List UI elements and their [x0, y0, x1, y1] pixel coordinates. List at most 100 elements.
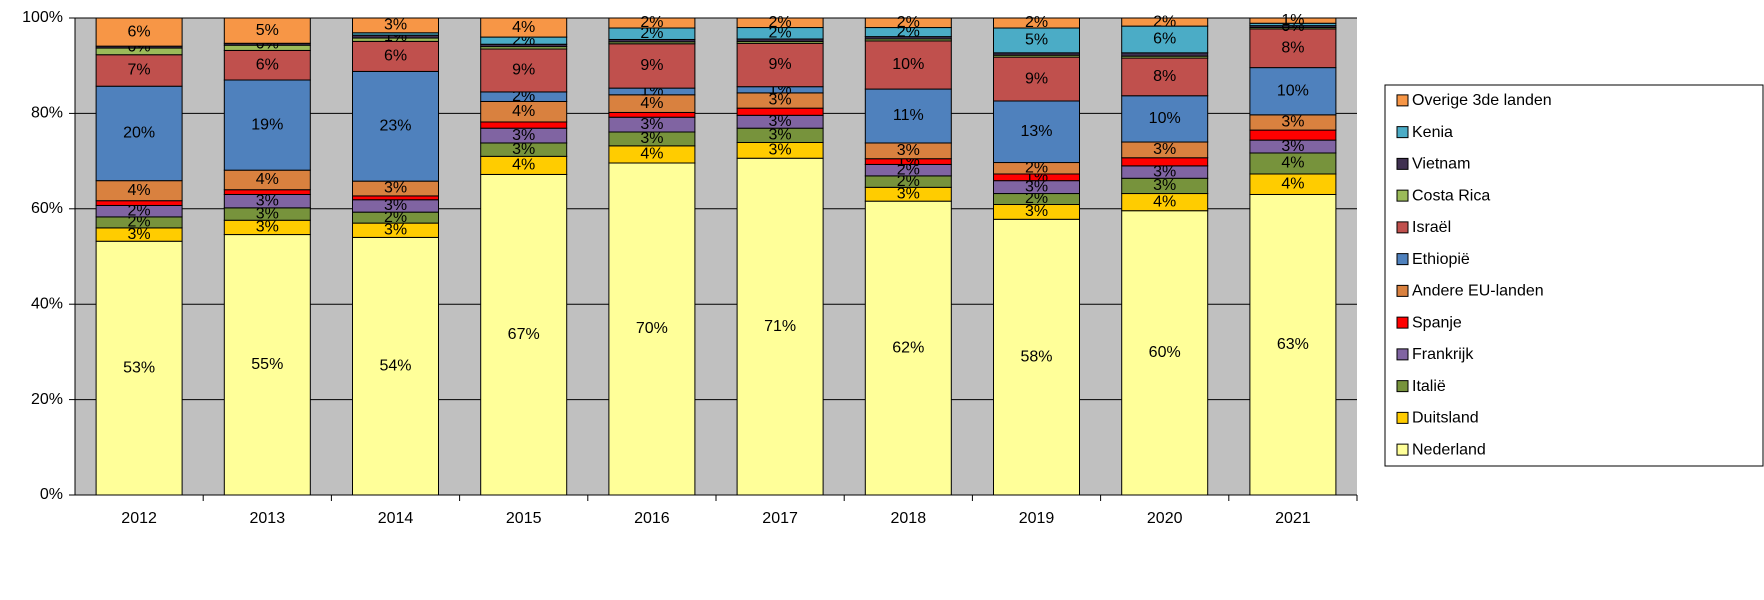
- bar-segment: [1249, 129, 1337, 141]
- x-tick-label: 2021: [1275, 510, 1311, 527]
- x-tick-label: 2017: [762, 510, 798, 527]
- data-label: 3%: [256, 192, 279, 209]
- bar-segment: [1121, 95, 1209, 143]
- data-label: 4%: [512, 103, 535, 120]
- bar-segment: [608, 111, 696, 118]
- legend-swatch: [1396, 221, 1409, 234]
- bar-segment: [608, 17, 696, 29]
- data-label: 5%: [1025, 32, 1048, 49]
- bar-segment: [480, 121, 568, 129]
- legend-label: Overige 3de landen: [1412, 92, 1552, 109]
- data-label: 55%: [251, 356, 283, 373]
- data-label: 4%: [128, 182, 151, 199]
- data-label: 4%: [512, 157, 535, 174]
- data-label: 3%: [512, 141, 535, 158]
- bar-segment: [1249, 67, 1337, 116]
- data-label: 2%: [1025, 14, 1048, 31]
- bar-segment: [1121, 25, 1209, 54]
- data-label: 3%: [384, 197, 407, 214]
- legend-swatch: [1396, 284, 1409, 297]
- data-label: 2%: [128, 202, 151, 219]
- data-label: 10%: [1149, 110, 1181, 127]
- legend-label: Duitsland: [1412, 410, 1479, 427]
- x-tick-label: 2014: [378, 510, 414, 527]
- bar-segment: [1121, 52, 1209, 57]
- data-label: 11%: [893, 107, 924, 124]
- data-label: 3%: [897, 142, 920, 159]
- bar-segment: [95, 54, 183, 87]
- data-label: 58%: [1020, 348, 1052, 365]
- bar-segment: [736, 42, 824, 88]
- bar-segment: [1121, 210, 1209, 496]
- data-label: 3%: [1153, 177, 1176, 194]
- data-label: 2%: [128, 214, 151, 231]
- legend-swatch: [1396, 411, 1409, 424]
- legend-label: Nederland: [1412, 441, 1486, 458]
- data-label: 54%: [379, 357, 411, 374]
- y-tick-label: 40%: [31, 295, 63, 312]
- y-tick-label: 60%: [31, 200, 63, 217]
- x-tick-label: 2019: [1019, 510, 1055, 527]
- data-label: 3%: [640, 130, 663, 147]
- bar-segment: [864, 88, 952, 144]
- data-label: 23%: [379, 117, 411, 134]
- data-label: 3%: [384, 221, 407, 238]
- bar-segment: [993, 17, 1080, 29]
- data-label: 2%: [384, 209, 407, 226]
- legend-box: [1384, 84, 1764, 467]
- data-label: 6%: [256, 56, 279, 73]
- bar-segment: [480, 48, 568, 93]
- data-label: 2%: [897, 173, 920, 190]
- data-label: 13%: [1020, 123, 1052, 140]
- legend-swatch: [1396, 126, 1409, 139]
- legend-label: Kenia: [1412, 124, 1453, 141]
- bar-segment: [993, 56, 1080, 102]
- data-label: 9%: [769, 56, 792, 73]
- bar-segment: [480, 17, 568, 38]
- data-label: 3%: [1153, 163, 1176, 180]
- bar-segment: [1121, 157, 1209, 167]
- data-label: 19%: [251, 116, 283, 133]
- y-tick-label: 20%: [31, 391, 63, 408]
- bar-segment: [1249, 28, 1337, 69]
- x-tick-label: 2016: [634, 510, 670, 527]
- legend-label: Costa Rica: [1412, 187, 1490, 204]
- legend-label: Frankrijk: [1412, 346, 1474, 363]
- bar-segment: [352, 236, 439, 496]
- bar-segment: [1249, 193, 1337, 496]
- data-label: 3%: [1025, 178, 1048, 195]
- data-label: 6%: [128, 23, 151, 40]
- data-label: 3%: [384, 180, 407, 197]
- data-label: 4%: [1281, 175, 1304, 192]
- data-label: 10%: [892, 56, 924, 73]
- bar-segment: [223, 17, 311, 44]
- x-tick-label: 2015: [506, 510, 542, 527]
- data-label: 2%: [1153, 13, 1176, 30]
- legend-label: Ethiopië: [1412, 251, 1470, 268]
- data-label: 4%: [1153, 193, 1176, 210]
- data-label: 7%: [128, 62, 151, 79]
- bar-segment: [352, 40, 439, 72]
- legend-swatch: [1396, 443, 1409, 456]
- y-tick-label: 80%: [31, 105, 63, 122]
- data-label: 4%: [512, 19, 535, 36]
- data-label: 62%: [892, 339, 924, 356]
- data-label: 71%: [764, 318, 796, 335]
- data-label: 2%: [640, 25, 663, 42]
- data-label: 2%: [897, 14, 920, 31]
- bar-segment: [480, 173, 568, 496]
- data-label: 3%: [897, 185, 920, 202]
- bar-segment: [608, 162, 696, 496]
- legend-label: Spanje: [1412, 314, 1462, 331]
- data-label: 3%: [256, 205, 279, 222]
- bar-segment: [1249, 17, 1337, 24]
- data-label: 9%: [1025, 70, 1048, 87]
- data-label: 4%: [640, 95, 663, 112]
- data-label: 2%: [897, 161, 920, 178]
- bar-segment: [95, 200, 183, 206]
- data-label: 3%: [769, 113, 792, 130]
- data-label: 3%: [640, 116, 663, 133]
- legend-label: Israël: [1412, 219, 1451, 236]
- data-label: 3%: [769, 127, 792, 144]
